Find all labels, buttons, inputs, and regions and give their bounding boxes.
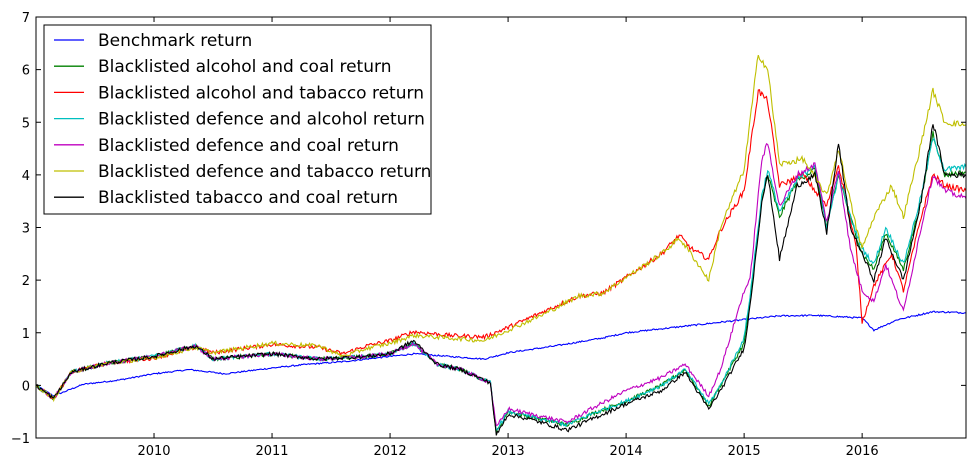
legend-label-6: Blacklisted defence and tabacco return [98, 162, 431, 182]
series-line-7 [36, 124, 966, 436]
y-tick-label: 3 [22, 222, 30, 237]
y-tick-label: 4 [22, 169, 30, 184]
y-tick-label: −1 [11, 432, 30, 447]
series-line-1 [36, 310, 966, 397]
x-tick-label: 2014 [610, 444, 643, 459]
y-tick-label: 5 [22, 116, 30, 131]
legend-label-4: Blacklisted defence and alcohol return [98, 110, 425, 130]
legend-label-5: Blacklisted defence and coal return [98, 136, 399, 156]
legend: Benchmark return Blacklisted alcohol and … [43, 24, 432, 215]
legend-box [43, 24, 432, 215]
legend-label-1: Benchmark return [98, 31, 252, 51]
y-tick-label: 2 [22, 274, 30, 289]
legend-label-7: Blacklisted tabacco and coal return [98, 188, 398, 208]
y-tick-label: 0 [22, 379, 30, 394]
plot-lines [36, 54, 966, 436]
x-tick-label: 2016 [846, 444, 879, 459]
legend-label-3: Blacklisted alcohol and tabacco return [98, 83, 424, 103]
x-tick-label: 2012 [374, 444, 407, 459]
series-line-6 [36, 54, 966, 403]
x-tick-label: 2013 [492, 444, 525, 459]
y-tick-label: 7 [22, 11, 30, 26]
y-tick-label: 6 [22, 64, 30, 79]
legend-label-2: Blacklisted alcohol and coal return [98, 57, 391, 77]
x-tick-label: 2015 [728, 444, 761, 459]
x-tick-label: 2011 [255, 444, 288, 459]
x-tick-label: 2010 [137, 444, 170, 459]
y-tick-label: 1 [22, 327, 30, 342]
axis-ticks: 2010 2011 2012 2013 2014 2015 2016 −1 0 1 2 3 4 5 6 7 [11, 11, 966, 459]
